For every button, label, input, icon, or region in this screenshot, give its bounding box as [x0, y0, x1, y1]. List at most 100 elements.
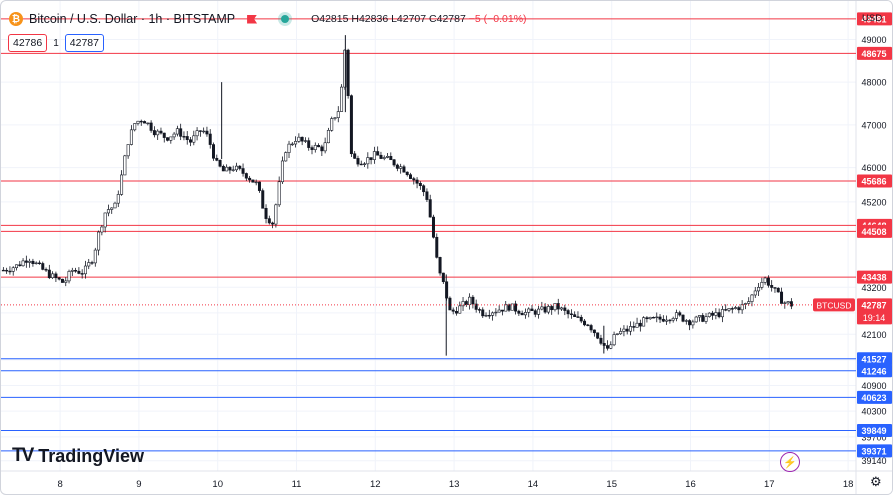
candle-body — [77, 270, 81, 274]
candle-body — [198, 130, 202, 132]
candle-body — [182, 136, 186, 138]
y-tick-label: 40300 — [861, 407, 886, 417]
candle-body — [717, 312, 721, 318]
candle-body — [550, 306, 554, 311]
candle-body — [185, 136, 189, 141]
market-status-icon[interactable] — [281, 15, 290, 23]
currency-label[interactable]: USD — [862, 13, 883, 24]
candle-body — [737, 307, 741, 311]
candle-body — [537, 308, 541, 315]
candle-body — [179, 128, 183, 137]
candle-body — [110, 207, 114, 210]
candle-body — [195, 130, 199, 137]
candle-body — [661, 318, 665, 322]
candle-body — [307, 140, 311, 148]
candle-body — [241, 168, 245, 174]
sell-button[interactable]: 42786 — [8, 34, 48, 52]
candle-body — [786, 301, 790, 304]
candle-body — [14, 264, 18, 269]
candle-body — [169, 136, 173, 141]
level-label: 45686 — [861, 177, 886, 187]
candle-body — [474, 303, 478, 310]
candle-body — [734, 307, 738, 309]
candle-body — [277, 181, 281, 206]
settings-icon[interactable]: ⚙ — [870, 474, 882, 489]
candle-body — [54, 273, 58, 279]
candle-body — [221, 165, 225, 172]
level-label: 41527 — [861, 354, 886, 364]
candle-body — [166, 137, 170, 141]
candle-body — [366, 157, 370, 165]
candle-body — [248, 177, 252, 181]
candle-body — [701, 315, 705, 322]
candle-body — [579, 316, 583, 322]
x-tick-label: 10 — [212, 479, 223, 490]
y-tick-label: 39700 — [861, 432, 886, 442]
candle-body — [458, 305, 462, 314]
lightning-icon[interactable]: ⚡ — [780, 452, 800, 472]
candle-body — [720, 309, 724, 318]
candle-body — [244, 173, 248, 179]
candle-body — [70, 269, 74, 272]
level-tag — [857, 444, 892, 458]
candle-body — [333, 117, 337, 119]
candle-body — [139, 120, 143, 123]
candle-body — [294, 141, 298, 145]
y-tick-label: 43200 — [861, 283, 886, 293]
symbol-title[interactable]: Bitcoin / U.S. Dollar · 1h · BITSTAMP — [29, 12, 236, 26]
level-tag — [857, 12, 892, 26]
candle-body — [622, 328, 626, 332]
candle-body — [730, 308, 734, 310]
candle-body — [658, 316, 662, 320]
candle-body — [727, 308, 731, 311]
candle-body — [218, 160, 222, 167]
level-tag — [857, 352, 892, 366]
candle-body — [592, 329, 596, 334]
candle-body — [156, 130, 160, 136]
candle-body — [671, 318, 675, 321]
candle-body — [159, 130, 163, 134]
candle-body — [202, 130, 206, 133]
candle-body — [100, 226, 104, 233]
y-tick-label: 49000 — [861, 35, 886, 45]
candle-body — [684, 320, 688, 322]
tradingview-logo[interactable]: TV TradingView — [12, 445, 144, 467]
candle-body — [628, 326, 632, 332]
candle-body — [346, 49, 350, 96]
level-label: 39849 — [861, 426, 886, 436]
candle-body — [386, 156, 390, 158]
buy-button[interactable]: 42787 — [64, 34, 104, 52]
candle-body — [83, 265, 87, 275]
candle-body — [435, 236, 439, 258]
candle-body — [290, 143, 294, 146]
candle-body — [172, 133, 176, 138]
candle-body — [583, 320, 587, 326]
candle-body — [208, 133, 212, 145]
candle-body — [280, 160, 284, 183]
candle-body — [28, 260, 32, 263]
candle-body — [353, 153, 357, 159]
y-tick-label: 39140 — [861, 456, 886, 466]
symbol-tag-label: BTCUSD — [817, 300, 852, 310]
flag-icon[interactable] — [247, 14, 258, 24]
candle-body — [363, 163, 367, 165]
close-value: C42787 — [429, 13, 466, 25]
candle-body — [376, 151, 380, 156]
candle-body — [336, 111, 340, 118]
candle-body — [287, 143, 291, 153]
candle-body — [310, 147, 314, 150]
candle-body — [642, 317, 646, 327]
bitcoin-icon: ₿ — [9, 12, 23, 26]
candle-body — [743, 303, 747, 305]
candle-body — [320, 146, 324, 152]
candle-body — [697, 315, 701, 318]
candle-body — [1, 269, 5, 272]
candle-body — [418, 182, 422, 187]
candle-body — [323, 142, 327, 152]
candle-body — [11, 267, 15, 272]
candle-body — [254, 181, 258, 184]
candle-body — [471, 296, 475, 305]
candle-body — [67, 271, 71, 282]
candle-body — [441, 272, 445, 283]
